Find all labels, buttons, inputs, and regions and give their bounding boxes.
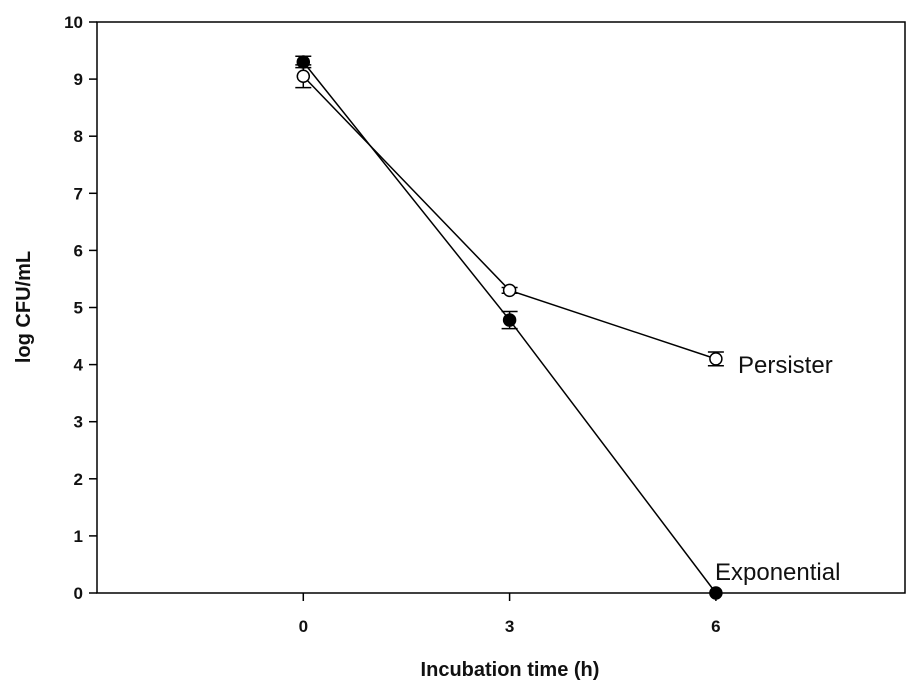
x-tick-label: 0	[299, 617, 308, 636]
y-tick-label: 3	[74, 413, 83, 432]
y-tick-label: 10	[64, 13, 83, 32]
y-tick-label: 9	[74, 70, 83, 89]
x-axis-ticks: 0 3 6	[299, 593, 721, 636]
data-point-exponential	[296, 55, 311, 69]
x-tick-label: 6	[711, 617, 720, 636]
series-label-exponential: Exponential	[715, 559, 840, 586]
y-tick-label: 4	[74, 356, 84, 375]
data-point-persister	[296, 69, 311, 83]
y-tick-label: 2	[74, 470, 83, 489]
y-tick-label: 0	[74, 584, 83, 603]
x-tick-label: 3	[505, 617, 514, 636]
plot-frame	[96, 21, 906, 594]
data-point-exponential	[709, 586, 723, 600]
x-axis-title: Incubation time (h)	[421, 659, 600, 681]
y-tick-label: 6	[74, 241, 83, 260]
y-axis-title: log CFU/mL	[13, 251, 35, 363]
y-tick-label: 8	[74, 127, 83, 146]
y-tick-label: 5	[74, 299, 83, 318]
y-tick-label: 7	[74, 184, 83, 203]
y-axis-ticks: 0 1 2 3 4 5 6 7 8 9 10	[64, 13, 97, 603]
y-tick-label: 1	[74, 527, 83, 546]
data-point-persister	[502, 283, 517, 298]
data-points	[296, 55, 723, 600]
series-label-persister: Persister	[738, 352, 833, 379]
data-point-exponential	[502, 313, 517, 327]
data-point-persister	[709, 352, 723, 366]
